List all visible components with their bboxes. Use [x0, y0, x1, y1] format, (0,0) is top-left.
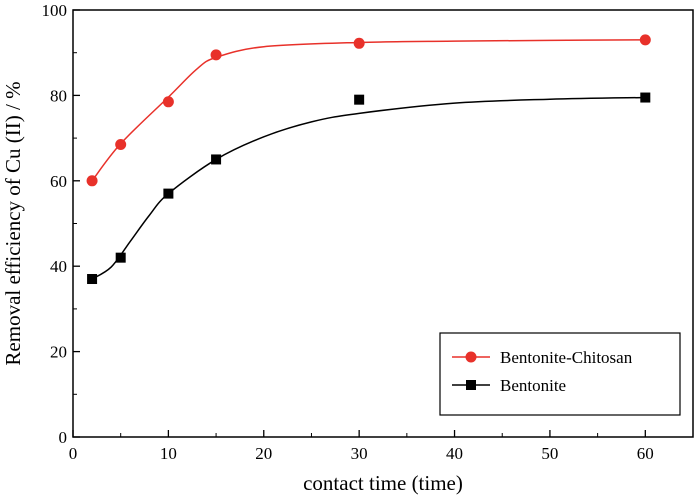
legend-bentonite-chitosan-marker [465, 351, 477, 363]
bentonite-chitosan-data-point [162, 96, 174, 108]
bentonite-fit-curve [91, 96, 646, 280]
bentonite-chitosan-fit-curve [91, 39, 646, 182]
y-axis-ticks: 0 20 40 60 80 100 [42, 1, 80, 447]
y-tick-label: 100 [42, 1, 68, 20]
x-tick-label: 30 [351, 444, 368, 463]
legend-box [439, 332, 681, 416]
bentonite-chitosan-data-point [86, 175, 98, 187]
bentonite-chitosan-data-point [639, 34, 651, 46]
x-tick-label: 50 [541, 444, 558, 463]
x-tick-label: 10 [160, 444, 177, 463]
x-tick-label: 20 [255, 444, 272, 463]
bentonite-chitosan-data-point [210, 49, 222, 61]
bentonite-data-point [115, 252, 126, 263]
bentonite-data-point [354, 94, 365, 105]
x-tick-label: 0 [69, 444, 78, 463]
bentonite-data-point [87, 274, 98, 285]
bentonite-chitosan-data-point [115, 139, 127, 151]
x-axis-title: contact time (time) [303, 471, 463, 495]
x-tick-label: 40 [446, 444, 463, 463]
fit-curves [91, 39, 646, 280]
legend-items: Bentonite-Chitosan Bentonite [452, 348, 633, 395]
bentonite-data-point [640, 92, 651, 103]
y-tick-label: 60 [50, 172, 67, 191]
bentonite-data-point [163, 188, 174, 199]
y-tick-label: 0 [59, 428, 68, 447]
y-tick-label: 80 [50, 86, 67, 105]
bentonite-data-point [211, 154, 222, 165]
legend: Bentonite-Chitosan Bentonite [439, 332, 681, 416]
legend-bentonite-chitosan-label: Bentonite-Chitosan [500, 348, 633, 367]
y-tick-label: 40 [50, 257, 67, 276]
bentonite-chitosan-data-point [353, 37, 365, 49]
y-axis-title: Removal efficiency of Cu (II) / % [1, 81, 25, 365]
legend-bentonite-marker [466, 380, 476, 390]
data-markers [86, 34, 651, 285]
x-tick-label: 60 [637, 444, 654, 463]
y-tick-label: 20 [50, 343, 67, 362]
legend-bentonite-label: Bentonite [500, 376, 566, 395]
x-axis-ticks: 0 10 20 30 40 50 60 [69, 430, 654, 463]
plot-area: 0 10 20 30 40 50 60 0 20 40 60 80 100 [42, 1, 694, 463]
